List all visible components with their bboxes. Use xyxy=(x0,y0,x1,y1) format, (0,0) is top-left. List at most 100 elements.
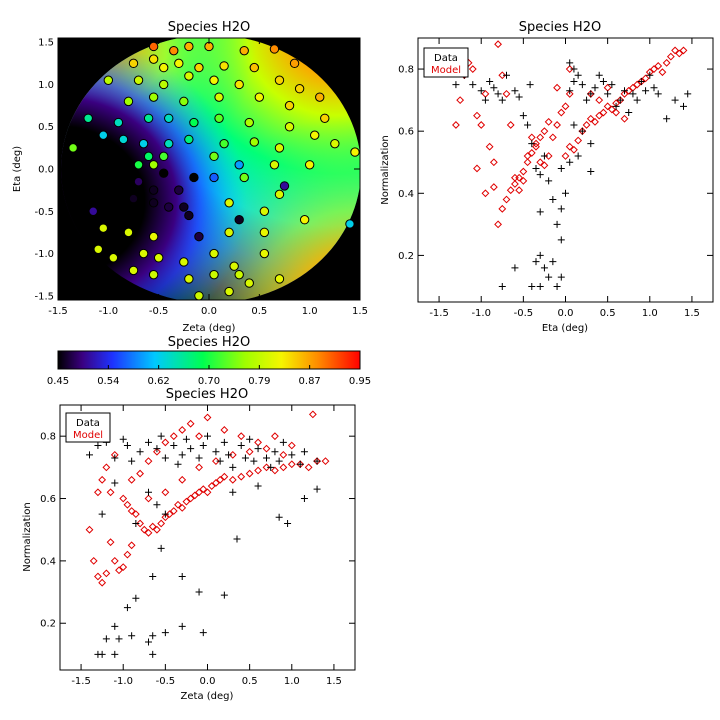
eta-model-point xyxy=(633,80,642,89)
zeta-xtick-label: 1.5 xyxy=(326,676,342,687)
zeta-data-point xyxy=(157,544,165,552)
zeta-model-point xyxy=(153,447,161,456)
map-sample-point xyxy=(209,75,219,85)
map-sample-point xyxy=(259,248,270,259)
eta-data-point xyxy=(503,71,510,79)
eta-model-point xyxy=(532,139,540,148)
eta-data-point xyxy=(587,90,595,98)
zeta-data-point xyxy=(313,457,321,465)
eta-model-point xyxy=(519,176,528,185)
map-sample-point xyxy=(269,44,280,54)
zeta-model-point xyxy=(110,556,119,565)
zeta-model-point xyxy=(190,491,199,500)
eta-data-point xyxy=(532,164,540,172)
map-sample-point xyxy=(174,58,184,69)
eta-data-point xyxy=(528,140,536,148)
map-sample-point xyxy=(103,75,114,85)
zeta-data-point xyxy=(195,454,203,462)
eta-model-point xyxy=(506,186,515,195)
eta-model-point xyxy=(494,40,502,49)
eta-data-point xyxy=(490,84,498,92)
map-sample-point xyxy=(143,151,154,162)
map-sample-point xyxy=(159,151,169,162)
eta-model-point xyxy=(565,142,574,151)
eta-data-point xyxy=(469,81,477,89)
colorbar-tick-label: 0.54 xyxy=(97,376,119,387)
zeta-data-point xyxy=(111,650,119,658)
map-sample-point xyxy=(214,92,224,102)
map-sample-point xyxy=(184,210,194,221)
zeta-data-point xyxy=(187,445,195,453)
colorbar: Species H2O 0.45 0.54 0.62 0.70 0.79 0.87 0.95 xyxy=(47,335,371,387)
eta-model-point xyxy=(662,58,671,67)
eta-model-point xyxy=(599,108,608,117)
colorbar-tick-label: 0.87 xyxy=(299,376,321,387)
zeta-data-point xyxy=(136,448,144,456)
map-xtick-label: 0.5 xyxy=(251,306,267,317)
eta-model-point xyxy=(515,173,524,182)
map-sample-point xyxy=(194,62,204,73)
map-sample-point xyxy=(294,84,305,94)
zeta-model-point xyxy=(308,410,317,419)
eta-xtick-label: 0.5 xyxy=(600,308,616,319)
zeta-data-point xyxy=(216,457,224,465)
map-sample-point xyxy=(189,117,199,128)
map-sample-point xyxy=(123,227,134,238)
zeta-model-point xyxy=(144,528,153,537)
eta-model-point xyxy=(620,114,629,123)
zeta-model-point xyxy=(195,488,203,497)
map-ytick-label: -1.0 xyxy=(34,249,54,260)
zeta-model-point xyxy=(182,497,191,506)
eta-data-point xyxy=(578,81,586,89)
eta-data-point xyxy=(557,236,565,244)
eta-data-point xyxy=(684,90,692,98)
zeta-model-point xyxy=(195,432,203,441)
zeta-model-point xyxy=(262,444,271,453)
zeta-xtick-label: -1.0 xyxy=(113,676,133,687)
eta-model-point xyxy=(666,52,675,61)
map-sample-point xyxy=(279,181,290,191)
zeta-model-point xyxy=(98,578,107,587)
eta-data-point xyxy=(528,282,536,290)
map-sample-point xyxy=(209,151,219,162)
zeta-data-point xyxy=(275,457,283,465)
eta-model-point xyxy=(544,152,553,160)
zeta-data-point xyxy=(149,572,157,580)
eta-data-point xyxy=(663,115,671,123)
map-sample-point xyxy=(259,227,270,238)
colorbar-tick-label: 0.45 xyxy=(47,376,69,387)
map-xtick-label: -1.0 xyxy=(99,306,119,317)
map-sample-point xyxy=(224,198,234,208)
eta-data-point xyxy=(608,81,616,89)
zeta-model-point xyxy=(186,419,195,428)
eta-ytick-label: 0.2 xyxy=(398,251,414,262)
zeta-panel: Species H2O -1.5 -1.0 -0.5 0.0 0.5 1.0 1.5 0.2 0… xyxy=(22,387,356,702)
zeta-data-point xyxy=(98,650,106,658)
eta-data-point xyxy=(553,282,561,290)
zeta-model-point xyxy=(140,525,149,534)
map-sample-point xyxy=(194,291,204,301)
zeta-ytick-label: 0.4 xyxy=(40,556,56,567)
map-ytick-label: 0.5 xyxy=(38,122,54,133)
eta-model-point xyxy=(565,65,574,73)
eta-model-point xyxy=(553,121,561,129)
eta-data-point xyxy=(536,282,544,290)
eta-data-point xyxy=(557,205,565,213)
zeta-ylabel: Normalization xyxy=(22,502,33,572)
zeta-data-point xyxy=(123,604,131,612)
zeta-model-point xyxy=(245,469,254,478)
map-sample-point xyxy=(128,58,139,69)
eta-model-point xyxy=(586,114,595,123)
eta-data-point xyxy=(477,87,485,95)
eta-model-point xyxy=(561,102,570,111)
eta-data-point xyxy=(599,77,607,85)
eta-model-point xyxy=(498,71,507,80)
zeta-model-point xyxy=(106,538,115,547)
eta-data-point xyxy=(587,140,595,148)
zeta-data-point xyxy=(241,454,249,462)
map-sample-point xyxy=(179,202,189,212)
eta-model-point xyxy=(523,158,532,167)
eta-title: Species H2O xyxy=(519,20,601,35)
zeta-data-point xyxy=(111,454,119,462)
zeta-model-point xyxy=(321,457,330,466)
